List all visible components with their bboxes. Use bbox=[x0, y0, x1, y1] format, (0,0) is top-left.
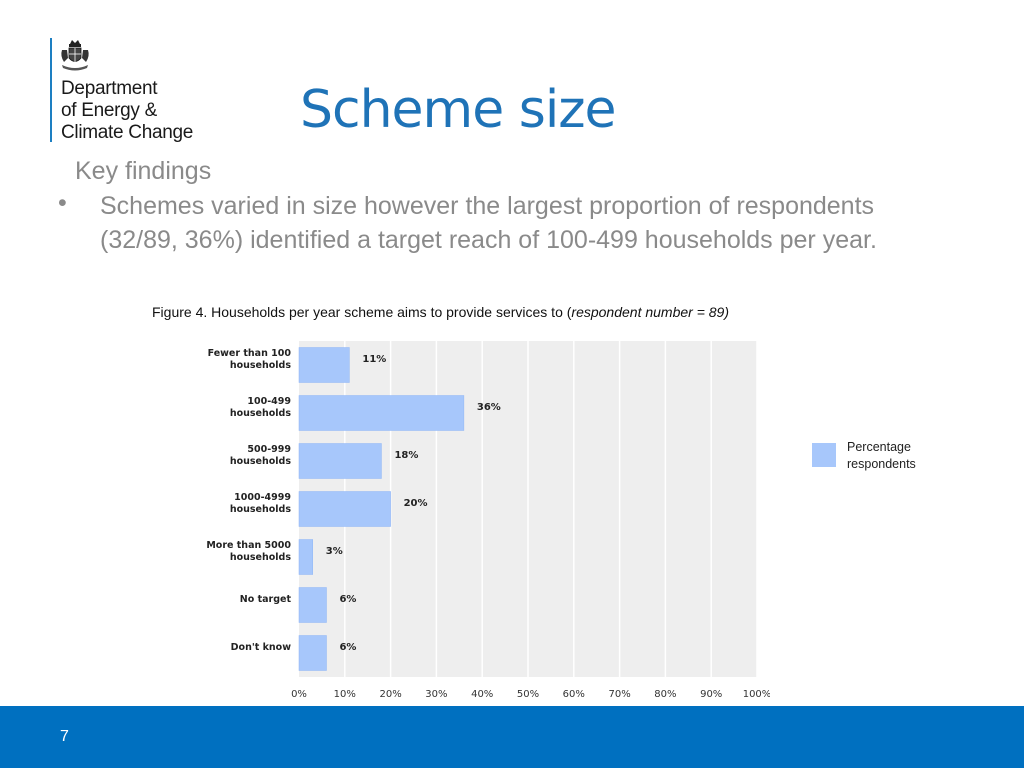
page-number: 7 bbox=[60, 728, 69, 745]
finding-text: Schemes varied in size however the large… bbox=[100, 192, 877, 254]
x-tick-label: 10% bbox=[334, 689, 356, 700]
bar bbox=[298, 443, 382, 479]
data-label: 6% bbox=[339, 642, 356, 653]
category-label: Fewer than 100 bbox=[208, 348, 292, 359]
x-tick-label: 80% bbox=[654, 689, 676, 700]
x-tick-label: 70% bbox=[608, 689, 630, 700]
x-tick-label: 40% bbox=[471, 689, 493, 700]
x-tick-label: 20% bbox=[379, 689, 401, 700]
data-label: 36% bbox=[477, 402, 501, 413]
slide-title: Scheme size bbox=[300, 80, 617, 140]
category-label: households bbox=[230, 456, 291, 467]
x-tick-label: 50% bbox=[517, 689, 539, 700]
dece-logo: Department of Energy & Climate Change bbox=[50, 38, 220, 148]
footer-bar bbox=[0, 706, 1024, 768]
category-label: No target bbox=[240, 594, 292, 605]
category-label: households bbox=[230, 504, 291, 515]
caption-italic: respondent number = 89) bbox=[571, 304, 730, 320]
logo-text: Department of Energy & Climate Change bbox=[61, 78, 193, 144]
logo-line: Climate Change bbox=[61, 122, 194, 143]
bar bbox=[298, 491, 391, 527]
logo-line: of Energy & bbox=[61, 100, 157, 121]
category-label: households bbox=[230, 552, 291, 563]
legend-label: Percentage respondents bbox=[847, 440, 916, 471]
x-tick-label: 30% bbox=[425, 689, 447, 700]
x-tick-label: 100% bbox=[743, 689, 770, 700]
data-label: 11% bbox=[362, 354, 386, 365]
data-label: 20% bbox=[404, 498, 428, 509]
category-label: 500-999 bbox=[247, 444, 291, 455]
data-label: 3% bbox=[326, 546, 343, 557]
bar bbox=[298, 587, 327, 623]
category-label: More than 5000 bbox=[206, 540, 291, 551]
bullet-marker: • bbox=[58, 189, 67, 217]
category-label: 1000-4999 bbox=[234, 492, 291, 503]
logo-line: Department bbox=[61, 78, 158, 99]
category-label: households bbox=[230, 408, 291, 419]
x-tick-label: 60% bbox=[563, 689, 585, 700]
category-label: households bbox=[230, 360, 291, 371]
bar-chart: 0% 10% 20% 30% 40% 50% 60% 70% 80% 90% 100% 11% Fewe… bbox=[206, 341, 770, 700]
x-tick-label: 90% bbox=[700, 689, 722, 700]
logo-divider-bar bbox=[50, 38, 52, 142]
legend-swatch bbox=[812, 443, 836, 467]
key-findings-heading: Key findings bbox=[75, 157, 212, 185]
caption-text: Figure 4. Households per year scheme aim… bbox=[152, 304, 572, 320]
data-label: 18% bbox=[394, 450, 418, 461]
data-label: 6% bbox=[339, 594, 356, 605]
bar bbox=[298, 635, 327, 671]
bar bbox=[298, 395, 465, 431]
bar bbox=[298, 347, 350, 383]
figure-caption: Figure 4. Households per year scheme aim… bbox=[152, 304, 729, 320]
bar bbox=[298, 539, 313, 575]
category-label: Don't know bbox=[231, 642, 292, 653]
category-label: 100-499 bbox=[247, 396, 291, 407]
royal-crest-icon bbox=[61, 40, 89, 71]
x-tick-label: 0% bbox=[291, 689, 307, 700]
